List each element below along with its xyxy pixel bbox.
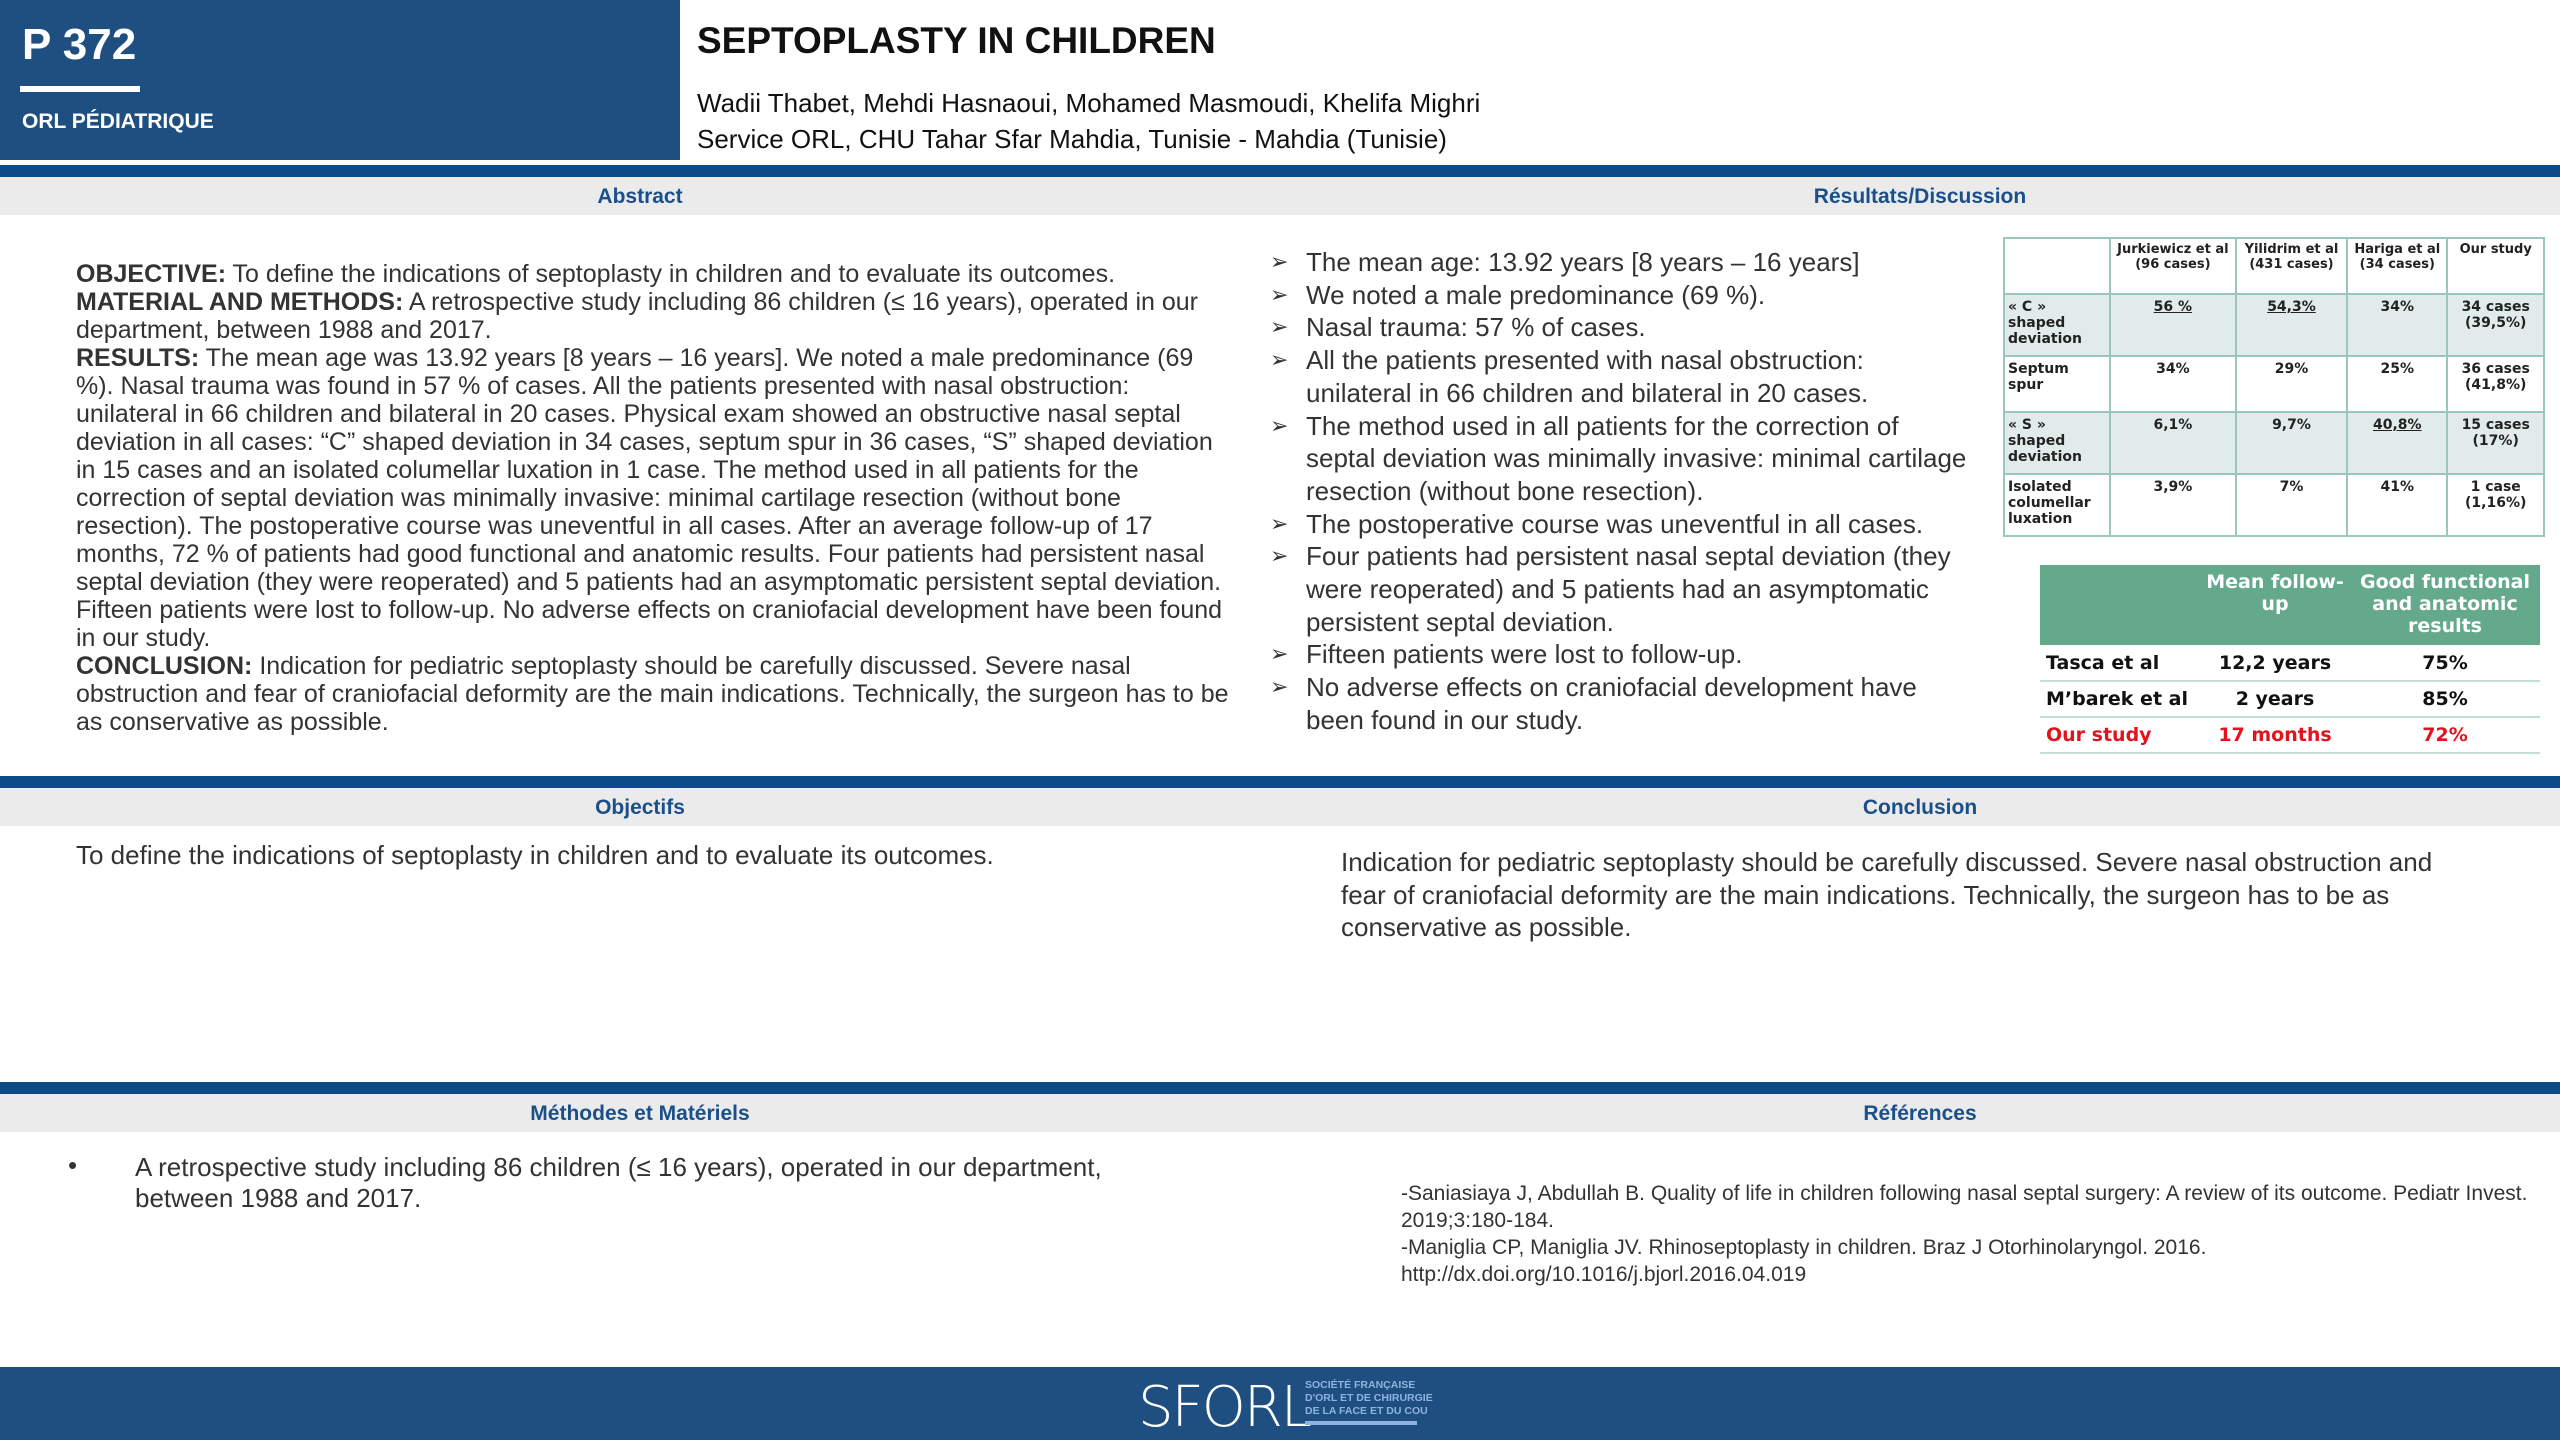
text: Indication for pediatric septoplasty sho…	[76, 652, 1229, 736]
table-cell: 9,7%	[2234, 411, 2349, 475]
table-cell: 34 cases (39,5%)	[2446, 293, 2545, 357]
list-item: We noted a male predominance (69 %).	[1270, 279, 1970, 312]
table-cell: M’barek et al	[2040, 681, 2200, 718]
table-cell: 75%	[2350, 645, 2540, 682]
objectives-text: To define the indications of septoplasty…	[76, 840, 994, 870]
table-row: M’barek et al 2 years 85%	[2040, 681, 2540, 718]
sforl-logo: SFORL	[1138, 1375, 1312, 1440]
poster-number: P 372	[22, 20, 137, 69]
list-item: All the patients presented with nasal ob…	[1270, 344, 1970, 409]
table-row: Septum spur 34% 29% 25% 36 cases (41,8%)	[2003, 355, 2545, 413]
table-cell: 34%	[2109, 355, 2237, 413]
section-title-conclusion: Conclusion	[1862, 796, 1978, 819]
table-cell: 3,9%	[2109, 473, 2237, 537]
divider	[0, 165, 2560, 177]
follow-up-comparison-table: Mean follow-up Good functional and anatom…	[2040, 565, 2540, 754]
table-header: Jurkiewicz et al (96 cases)	[2109, 237, 2237, 295]
label: CONCLUSION:	[76, 652, 253, 680]
list-item: The postoperative course was uneventful …	[1270, 508, 1970, 541]
table-cell: 17 months	[2200, 717, 2350, 754]
divider	[0, 776, 2560, 788]
list-item: Fifteen patients were lost to follow-up.	[1270, 638, 1970, 671]
table-header: Our study	[2446, 237, 2545, 295]
section-title-methods: Méthodes et Matériels	[530, 1102, 750, 1125]
section-title-references: Références	[1863, 1102, 1977, 1125]
section-title-results: Résultats/Discussion	[1813, 185, 2027, 208]
table-cell: 7%	[2234, 473, 2349, 537]
table-header: Mean follow-up	[2200, 565, 2350, 645]
poster-id-box: P 372 ORL PÉDIATRIQUE	[0, 0, 680, 160]
table-cell: 34%	[2346, 293, 2449, 357]
reference-item: -Saniasiaya J, Abdullah B. Quality of li…	[1401, 1182, 2528, 1232]
table-cell: 72%	[2350, 717, 2540, 754]
poster-title: SEPTOPLASTY IN CHILDREN	[697, 20, 1216, 61]
table-cell: 2 years	[2200, 681, 2350, 718]
table-row: « S » shaped deviation 6,1% 9,7% 40,8% 15 ca…	[2003, 411, 2545, 475]
label: OBJECTIVE:	[76, 260, 227, 288]
section-title-objectives: Objectifs	[595, 796, 685, 819]
table-cell: 12,2 years	[2200, 645, 2350, 682]
results-list: The mean age: 13.92 years [8 years – 16 …	[1270, 246, 1970, 737]
list-item: The mean age: 13.92 years [8 years – 16 …	[1270, 246, 1970, 279]
methods-text: A retrospective study including 86 child…	[135, 1152, 1102, 1213]
list-item: The method used in all patients for the …	[1270, 410, 1970, 508]
affiliation: Service ORL, CHU Tahar Sfar Mahdia, Tuni…	[697, 124, 1447, 154]
table-cell: « S » shaped deviation	[2003, 411, 2111, 475]
table-cell: 25%	[2346, 355, 2449, 413]
text: To define the indications of septoplasty…	[226, 260, 1116, 288]
table-cell: Septum spur	[2003, 355, 2111, 413]
tagline-line: DE LA FACE ET DU COU	[1305, 1405, 1428, 1417]
footer: SFORL SOCIÉTÉ FRANÇAISE D'ORL ET DE CHIR…	[0, 1367, 2560, 1440]
bullet-icon: •	[68, 1150, 78, 1180]
list-item: Nasal trauma: 57 % of cases.	[1270, 311, 1970, 344]
table-cell: Tasca et al	[2040, 645, 2200, 682]
table-cell: 85%	[2350, 681, 2540, 718]
logo-underline	[1305, 1421, 1417, 1425]
table-cell: Isolated columellar luxation	[2003, 473, 2111, 537]
conclusion-text: Indication for pediatric septoplasty sho…	[1341, 847, 2433, 943]
table-cell: 29%	[2234, 355, 2349, 413]
table-cell: 41%	[2346, 473, 2449, 537]
table-cell: 54,3%	[2234, 293, 2349, 357]
references-list: -Saniasiaya J, Abdullah B. Quality of li…	[1401, 1180, 2551, 1288]
table-header: Yilidrim et al (431 cases)	[2234, 237, 2349, 295]
table-row-highlight: Our study 17 months 72%	[2040, 717, 2540, 754]
deviation-comparison-table: Jurkiewicz et al (96 cases) Yilidrim et a…	[2003, 237, 2545, 537]
table-cell: 40,8%	[2346, 411, 2449, 475]
divider	[0, 1082, 2560, 1094]
table-cell: Our study	[2040, 717, 2200, 754]
tagline-line: D'ORL ET DE CHIRURGIE	[1305, 1392, 1433, 1404]
label: RESULTS:	[76, 344, 200, 372]
table-header	[2003, 237, 2111, 295]
label: MATERIAL AND METHODS:	[76, 288, 404, 316]
table-cell: 36 cases (41,8%)	[2446, 355, 2545, 413]
table-cell: 15 cases (17%)	[2446, 411, 2545, 475]
table-header: Good functional and anatomic results	[2350, 565, 2540, 645]
section-header-row: Objectifs Conclusion	[0, 788, 2560, 826]
table-header	[2040, 565, 2200, 645]
table-cell: « C » shaped deviation	[2003, 293, 2111, 357]
table-row: Tasca et al 12,2 years 75%	[2040, 645, 2540, 682]
table-cell: 56 %	[2109, 293, 2237, 357]
table-cell: 1 case (1,16%)	[2446, 473, 2545, 537]
section-header-row: Abstract Résultats/Discussion	[0, 177, 2560, 215]
tagline-line: SOCIÉTÉ FRANÇAISE	[1305, 1379, 1416, 1391]
text: The mean age was 13.92 years [8 years – …	[76, 344, 1223, 652]
reference-item: -Maniglia CP, Maniglia JV. Rhinoseptopla…	[1401, 1236, 2207, 1286]
category: ORL PÉDIATRIQUE	[22, 110, 214, 133]
table-row: Isolated columellar luxation 3,9% 7% 41% 1 c…	[2003, 473, 2545, 537]
abstract-text: OBJECTIVE: To define the indications of …	[76, 260, 1236, 736]
authors: Wadii Thabet, Mehdi Hasnaoui, Mohamed Ma…	[697, 88, 1481, 118]
text: A retrospective study including 86 child…	[76, 288, 1199, 344]
table-header: Hariga et al (34 cases)	[2346, 237, 2449, 295]
logo-tagline: SOCIÉTÉ FRANÇAISE D'ORL ET DE CHIRURGIE …	[1305, 1379, 1433, 1425]
list-item: No adverse effects on craniofacial devel…	[1270, 671, 1970, 736]
section-header-row: Méthodes et Matériels Références	[0, 1094, 2560, 1132]
section-title-abstract: Abstract	[597, 185, 683, 208]
table-row: « C » shaped deviation 56 % 54,3% 34% 34 cas…	[2003, 293, 2545, 357]
list-item: Four patients had persistent nasal septa…	[1270, 540, 1970, 638]
table-cell: 6,1%	[2109, 411, 2237, 475]
divider	[20, 86, 140, 92]
